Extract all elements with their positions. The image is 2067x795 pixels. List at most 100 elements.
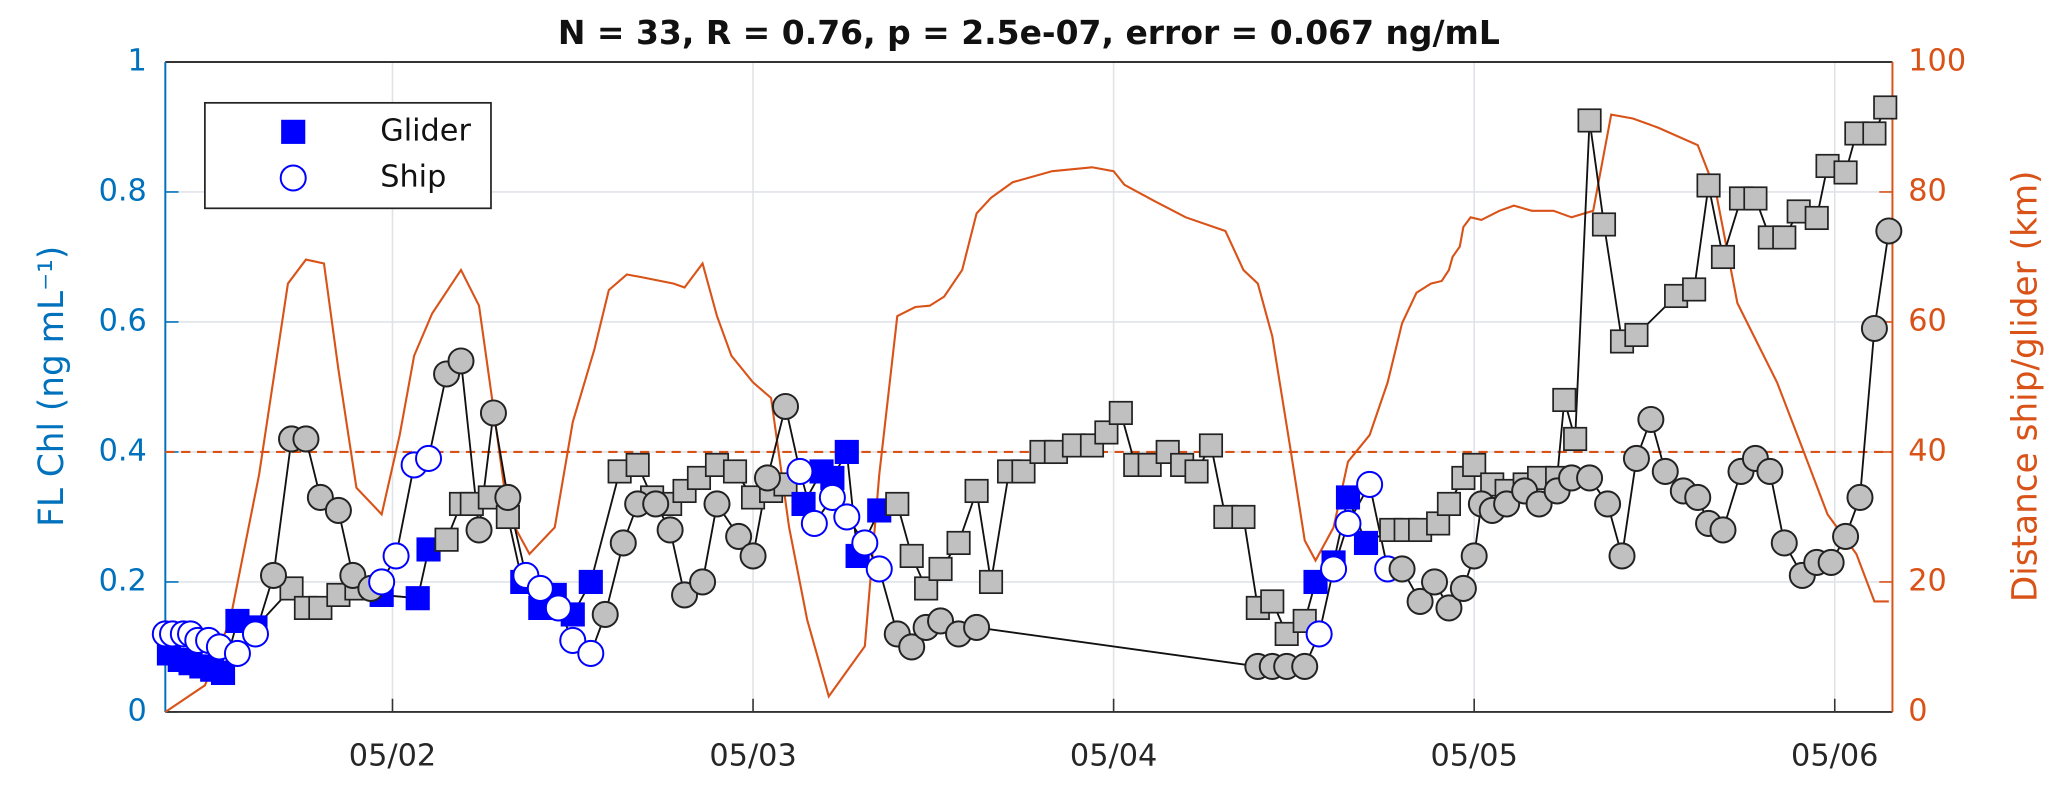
y2-tick-label: 20 bbox=[1908, 563, 1947, 598]
y2-tick-label: 0 bbox=[1908, 693, 1927, 728]
square-marker bbox=[1563, 426, 1588, 452]
y2-tick-label: 80 bbox=[1908, 173, 1947, 208]
square-marker bbox=[1108, 400, 1133, 426]
chart-title: N = 33, R = 0.76, p = 2.5e-07, error = 0… bbox=[558, 13, 1500, 52]
square-marker bbox=[1198, 433, 1224, 458]
circle-marker bbox=[1622, 444, 1650, 472]
circle-marker bbox=[447, 347, 475, 375]
square-marker bbox=[1094, 420, 1119, 445]
square-marker bbox=[1577, 108, 1602, 133]
circle-marker bbox=[382, 542, 410, 570]
circle-marker bbox=[656, 516, 684, 544]
x-tick-label: 05/05 bbox=[1431, 738, 1518, 773]
circle-marker bbox=[1334, 509, 1362, 537]
circle-marker bbox=[753, 464, 781, 492]
square-marker bbox=[1462, 452, 1487, 478]
square-marker bbox=[1260, 589, 1285, 614]
series-line bbox=[164, 113, 1889, 713]
square-marker bbox=[1743, 186, 1768, 211]
square-marker bbox=[1710, 244, 1736, 270]
square-marker bbox=[928, 556, 953, 582]
square-marker bbox=[1862, 121, 1887, 146]
circle-marker bbox=[479, 399, 507, 427]
circle-marker bbox=[1684, 483, 1712, 511]
circle-marker bbox=[1651, 457, 1679, 485]
circle-marker bbox=[927, 607, 955, 635]
circle-marker bbox=[1817, 548, 1845, 576]
square-marker bbox=[722, 459, 748, 484]
circle-marker bbox=[1875, 217, 1903, 245]
circle-marker bbox=[1421, 568, 1449, 596]
legend-box bbox=[204, 101, 492, 210]
circle-marker bbox=[1449, 574, 1477, 602]
circle-marker bbox=[1388, 555, 1416, 583]
square-marker bbox=[1274, 621, 1299, 647]
square-marker bbox=[405, 586, 430, 611]
circle-marker bbox=[1406, 587, 1434, 615]
circle-marker bbox=[1525, 490, 1553, 518]
circle-marker bbox=[415, 444, 443, 472]
square-marker bbox=[1184, 459, 1209, 484]
circle-marker bbox=[1832, 522, 1860, 550]
y2-tick-label: 60 bbox=[1908, 303, 1947, 338]
square-marker bbox=[1552, 387, 1577, 413]
circle-marker bbox=[241, 620, 269, 648]
square-marker bbox=[946, 530, 971, 556]
square-marker bbox=[834, 439, 859, 465]
x-tick-label: 05/04 bbox=[1070, 738, 1157, 773]
y-tick-label: 0.6 bbox=[99, 303, 147, 338]
square-marker bbox=[1231, 504, 1256, 530]
circle-marker bbox=[851, 529, 879, 557]
circle-marker bbox=[1860, 314, 1888, 342]
square-marker bbox=[885, 491, 910, 517]
square-marker bbox=[1696, 173, 1721, 198]
circle-marker bbox=[800, 509, 828, 537]
square-marker bbox=[1624, 322, 1649, 348]
square-marker bbox=[1873, 95, 1898, 120]
circle-marker bbox=[1756, 457, 1784, 485]
circle-marker bbox=[526, 574, 554, 602]
square-marker bbox=[1772, 225, 1797, 250]
square-marker bbox=[978, 569, 1004, 595]
circle-marker bbox=[818, 483, 846, 511]
y2-tick-label: 100 bbox=[1908, 43, 1966, 78]
square-marker bbox=[1833, 160, 1858, 185]
circle-marker bbox=[1493, 490, 1521, 518]
x-tick-label: 05/03 bbox=[709, 738, 796, 773]
square-marker bbox=[1804, 205, 1829, 231]
y-tick-label: 0.2 bbox=[99, 563, 147, 598]
y-tick-label: 0.4 bbox=[99, 433, 147, 468]
circle-marker bbox=[642, 490, 670, 518]
square-marker bbox=[914, 576, 939, 601]
square-marker bbox=[1591, 212, 1617, 237]
circle-marker bbox=[1291, 652, 1319, 680]
square-marker bbox=[964, 478, 989, 504]
y-tick-label: 0 bbox=[128, 693, 147, 728]
circle-marker bbox=[725, 522, 753, 550]
square-marker bbox=[1335, 485, 1361, 510]
circle-marker bbox=[559, 626, 587, 654]
circle-marker bbox=[544, 594, 572, 622]
x-tick-label: 05/06 bbox=[1791, 738, 1878, 773]
circle-marker bbox=[1846, 483, 1874, 511]
circle-marker bbox=[1356, 470, 1384, 498]
square-marker bbox=[210, 660, 236, 686]
circle-marker bbox=[339, 561, 367, 589]
square-marker bbox=[686, 465, 712, 491]
circle-marker bbox=[292, 425, 320, 453]
circle-marker bbox=[465, 516, 493, 544]
circle-marker bbox=[1709, 516, 1737, 544]
square-marker bbox=[625, 452, 650, 478]
square-marker bbox=[1303, 569, 1328, 595]
circle-marker bbox=[223, 639, 251, 667]
circle-marker bbox=[771, 392, 800, 420]
square-marker bbox=[1011, 459, 1036, 484]
square-marker bbox=[578, 569, 603, 595]
square-marker bbox=[1682, 277, 1707, 302]
circle-marker bbox=[1305, 620, 1333, 648]
legend-label: Glider bbox=[380, 113, 471, 148]
square-marker bbox=[308, 595, 333, 621]
circle-marker bbox=[671, 581, 699, 609]
y-tick-label: 1 bbox=[128, 43, 147, 78]
